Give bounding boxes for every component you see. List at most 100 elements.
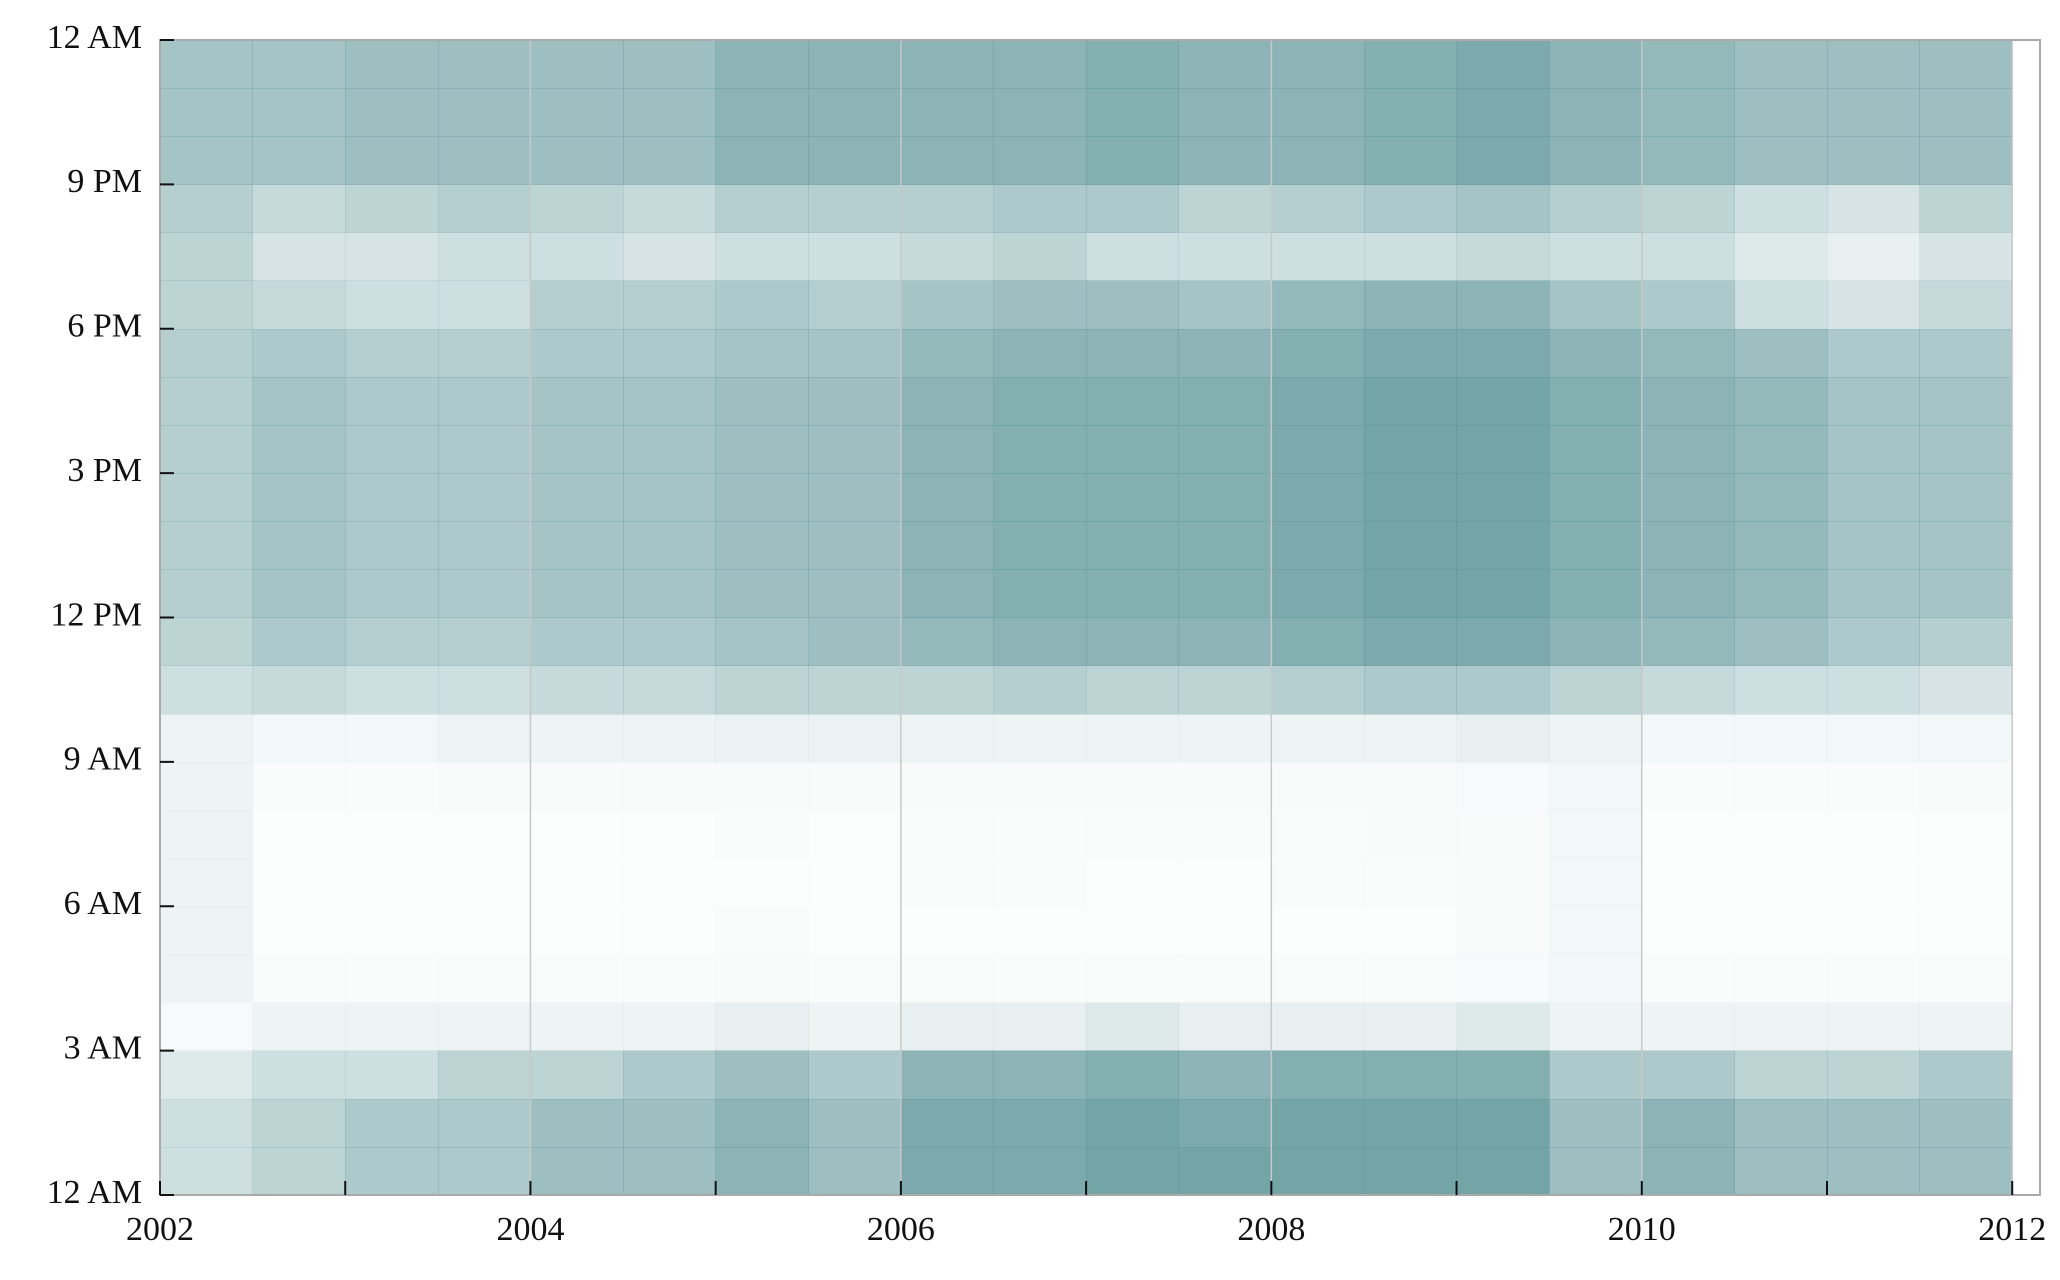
density-cell: [993, 88, 1087, 137]
density-cell: [993, 425, 1087, 474]
density-cell: [1271, 88, 1365, 137]
density-cell: [1919, 88, 2013, 137]
density-cell: [1086, 1146, 1180, 1196]
density-cell: [1919, 232, 2013, 282]
density-cell: [1919, 328, 2013, 378]
density-cell: [623, 184, 717, 233]
density-cell: [715, 376, 809, 426]
density-cell: [530, 1050, 624, 1100]
density-cell: [1641, 1146, 1735, 1196]
density-cell: [1919, 713, 2013, 763]
density-cell: [1271, 280, 1365, 330]
density-cell: [345, 665, 439, 715]
density-cell: [530, 280, 624, 330]
density-cell: [1456, 1146, 1550, 1196]
density-cell: [1826, 232, 1921, 282]
density-cell: [252, 521, 346, 570]
cells: [160, 40, 2013, 1196]
density-cell: [715, 521, 809, 570]
density-cell: [1734, 906, 1827, 955]
y-tick-label: 3 AM: [64, 1029, 142, 1066]
density-cell: [530, 328, 624, 378]
density-cell: [1456, 617, 1550, 667]
density-cell: [1642, 762, 1735, 811]
density-cell: [437, 473, 531, 522]
density-cell: [1271, 1002, 1365, 1052]
density-cell: [1549, 88, 1643, 137]
density-cell: [1920, 810, 2013, 859]
density-cell: [1641, 521, 1735, 570]
density-cell: [993, 232, 1087, 282]
density-cell: [993, 1098, 1087, 1148]
density-cell: [1641, 713, 1735, 763]
density-cell: [437, 617, 531, 667]
density-cell: [252, 569, 346, 618]
density-cell: [1086, 617, 1180, 667]
density-cell: [1826, 1146, 1921, 1196]
density-cell: [345, 954, 438, 1003]
density-cell: [716, 906, 809, 955]
density-cell: [437, 1098, 531, 1148]
density-cell: [1456, 232, 1550, 282]
density-cell: [437, 521, 531, 570]
density-cell: [1271, 810, 1364, 859]
density-cell: [1549, 858, 1643, 907]
density-cell: [1178, 376, 1272, 426]
density-cell: [437, 665, 531, 715]
density-cell: [530, 1146, 624, 1196]
density-cell: [1734, 184, 1828, 233]
density-cell: [1456, 954, 1550, 1003]
density-cell: [1271, 858, 1364, 907]
density-cell: [716, 858, 809, 907]
density-cell: [1363, 569, 1458, 618]
density-cell: [1826, 1098, 1921, 1148]
density-cell: [160, 184, 254, 233]
density-cell: [1271, 761, 1365, 811]
density-cell: [437, 1146, 531, 1196]
density-cell: [1179, 906, 1272, 955]
density-cell: [1178, 521, 1272, 570]
density-cell: [345, 473, 439, 522]
density-cell: [1734, 858, 1827, 907]
density-cell: [160, 665, 254, 715]
density-cell: [1734, 88, 1828, 137]
density-cell: [530, 665, 624, 715]
density-cell: [1271, 954, 1364, 1003]
y-tick-label: 9 PM: [67, 163, 142, 200]
y-tick-label: 6 AM: [64, 885, 142, 922]
density-cell: [1086, 232, 1180, 282]
density-cell: [160, 1002, 254, 1052]
density-cell: [345, 762, 438, 811]
density-cell: [530, 810, 623, 859]
density-cell: [345, 858, 438, 907]
density-cell: [1363, 184, 1458, 233]
density-cell: [1271, 617, 1365, 667]
density-cell: [900, 665, 994, 715]
density-cell: [530, 473, 624, 522]
density-cell: [1734, 569, 1828, 618]
density-cell: [1826, 713, 1921, 763]
density-cell: [1456, 810, 1550, 859]
density-cell: [1919, 569, 2013, 618]
density-cell: [1363, 425, 1458, 474]
density-cell: [1641, 328, 1735, 378]
density-cell: [715, 328, 809, 378]
density-cell: [530, 184, 624, 233]
density-cell: [1178, 761, 1272, 811]
density-cell: [252, 1146, 346, 1196]
density-cell: [808, 810, 901, 859]
density-cell: [1086, 328, 1180, 378]
density-cell: [1086, 665, 1180, 715]
density-cell: [345, 88, 439, 137]
density-cell: [1734, 473, 1828, 522]
density-cell: [160, 810, 254, 859]
density-cell: [901, 858, 994, 907]
density-cell: [1456, 1050, 1550, 1100]
density-cell: [1271, 425, 1365, 474]
density-cell: [1734, 40, 1828, 89]
density-cell: [530, 761, 624, 811]
density-cell: [715, 184, 809, 233]
density-cell: [993, 906, 1086, 955]
density-cell: [1734, 136, 1828, 185]
density-cell: [252, 40, 346, 89]
